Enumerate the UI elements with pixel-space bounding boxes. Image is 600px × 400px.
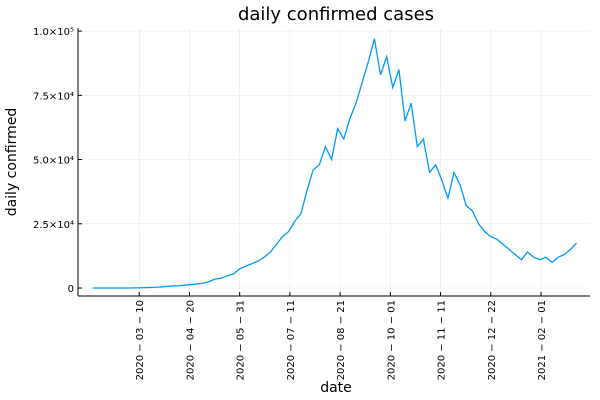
x-tick-label: 2020 − 08 − 21 [336,300,347,380]
y-tick-label: 5.0×10⁴ [33,156,74,167]
data-line [92,38,578,289]
x-tick-label: 2020 − 12 − 22 [487,300,498,380]
x-tick-label: 2020 − 11 − 11 [437,300,448,380]
y-axis-label: daily confirmed [4,108,20,217]
chart-title: daily confirmed cases [238,4,434,25]
x-tick-label: 2020 − 07 − 11 [286,300,297,380]
y-tick-label: 0 [68,284,74,295]
x-axis-label: date [320,380,352,396]
x-tick-label: 2020 − 10 − 01 [386,300,397,380]
x-tick-label: 2020 − 04 − 20 [185,300,196,380]
x-tick-label: 2020 − 05 − 31 [236,300,247,380]
y-tick-label: 7.5×10⁴ [33,91,74,102]
x-tick-label: 2020 − 03 − 10 [135,300,146,380]
y-tick-label: 1.0×10⁵ [33,27,74,38]
y-tick-label: 2.5×10⁴ [33,220,74,231]
x-tick-label: 2021 − 02 − 01 [537,300,548,380]
